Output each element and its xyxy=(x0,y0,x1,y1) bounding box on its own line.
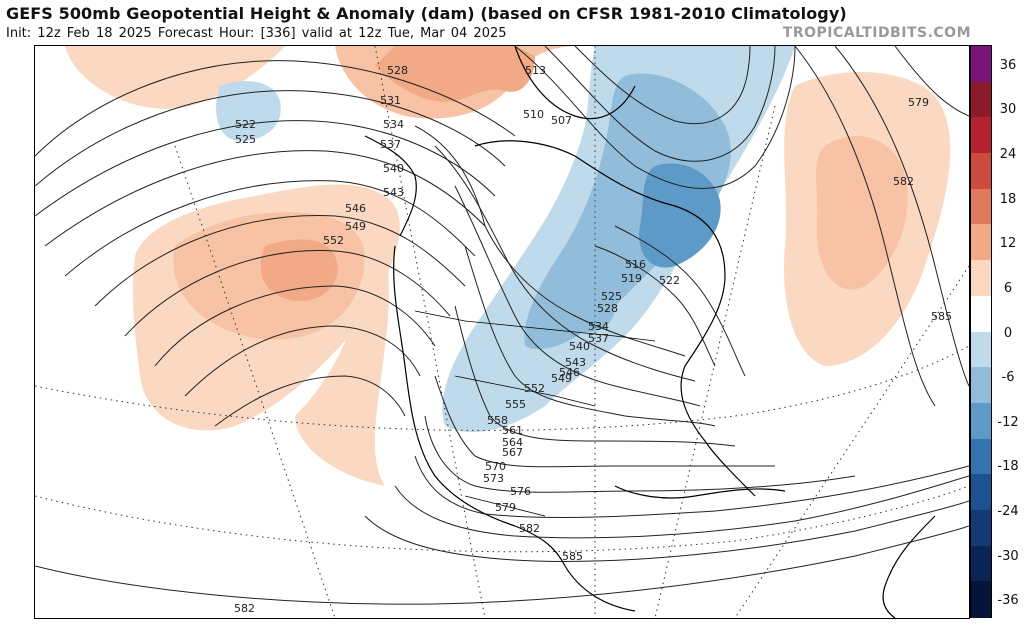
contour-label: 549 xyxy=(551,372,572,385)
contour-label: 522 xyxy=(235,118,256,131)
colorbar-tick-label: 30 xyxy=(999,102,1017,118)
contour-label: 558 xyxy=(487,414,508,427)
map-panel: 528 531 534 537 540 543 546 549 552 522 525 513 510 5… xyxy=(34,45,970,619)
contour-label: 552 xyxy=(524,382,545,395)
colorbar-segment xyxy=(971,188,991,225)
country-borders xyxy=(414,310,656,517)
contour-label: 516 xyxy=(625,258,646,271)
contour-label: 528 xyxy=(387,64,408,77)
contour-label: 576 xyxy=(510,485,531,498)
colorbar-segment xyxy=(971,581,991,618)
colorbar-tick-label: -6 xyxy=(1001,370,1015,386)
colorbar-segment xyxy=(971,402,991,440)
chart-subtitle: Init: 12z Feb 18 2025 Forecast Hour: [33… xyxy=(6,26,507,41)
negative-anomaly-shading xyxy=(216,46,795,433)
contour-label: 582 xyxy=(893,175,914,188)
contour-label: 561 xyxy=(502,424,523,437)
colorbar-tick-label: 12 xyxy=(999,236,1017,252)
contour-label: 537 xyxy=(380,138,401,151)
colorbar-segment xyxy=(971,224,991,261)
contour-label: 519 xyxy=(621,272,642,285)
contour-label: 582 xyxy=(234,602,255,615)
contour-label: 525 xyxy=(601,290,622,303)
contour-label: 543 xyxy=(565,356,586,369)
colorbar-segment xyxy=(971,545,991,582)
contour-label: 570 xyxy=(485,460,506,473)
contour-label: 534 xyxy=(383,118,404,131)
contour-label: 555 xyxy=(505,398,526,411)
colorbar-segment xyxy=(971,331,991,368)
colorbar-segment xyxy=(971,367,991,404)
contour-label: 549 xyxy=(345,220,366,233)
colorbar-segment xyxy=(971,509,991,547)
colorbar-tick-label: -36 xyxy=(997,593,1019,609)
colorbar-segment xyxy=(971,438,991,475)
contour-label: 543 xyxy=(383,186,404,199)
contour-label: 579 xyxy=(908,96,929,109)
contour-label: 525 xyxy=(235,133,256,146)
colorbar-tick-label: -18 xyxy=(997,459,1019,475)
contour-label: 510 xyxy=(523,108,544,121)
contour-label: 540 xyxy=(383,162,404,175)
colorbar-segment xyxy=(971,153,991,190)
colorbar-segment xyxy=(971,260,991,297)
contour-label: 585 xyxy=(562,550,583,563)
colorbar-tick-label: 6 xyxy=(1003,280,1013,296)
contour-label: 552 xyxy=(323,234,344,247)
colorbar-tick-label: -30 xyxy=(997,548,1019,564)
contour-label: 546 xyxy=(559,366,580,379)
contour-label: 540 xyxy=(569,340,590,353)
anomaly-colorbar xyxy=(970,45,992,618)
colorbar-tick-label: -12 xyxy=(997,414,1019,430)
colorbar-tick-label: 0 xyxy=(1003,325,1013,341)
colorbar-segment xyxy=(971,117,991,154)
contour-label: 564 xyxy=(502,436,523,449)
contour-label: 513 xyxy=(525,64,546,77)
colorbar-tick-label: 36 xyxy=(999,57,1017,73)
colorbar-tick-label: 18 xyxy=(999,191,1017,207)
colorbar-segment xyxy=(971,46,991,83)
colorbar-segment xyxy=(971,81,991,118)
graticule xyxy=(35,46,969,618)
contour-label: 522 xyxy=(659,274,680,287)
colorbar-segment xyxy=(971,295,991,332)
contour-label: 537 xyxy=(588,332,609,345)
chart-title: GEFS 500mb Geopotential Height & Anomaly… xyxy=(6,4,847,23)
contour-label: 573 xyxy=(483,472,504,485)
contour-label: 579 xyxy=(495,501,516,514)
colorbar-tick-label: -24 xyxy=(997,503,1019,519)
colorbar-tick-label: 24 xyxy=(999,147,1017,163)
contour-label: 546 xyxy=(345,202,366,215)
height-contours xyxy=(35,46,969,605)
contour-label: 534 xyxy=(588,320,609,333)
contour-label: 528 xyxy=(597,302,618,315)
positive-anomaly-shading xyxy=(65,46,951,486)
colorbar-segment xyxy=(971,474,991,511)
contour-label: 585 xyxy=(931,310,952,323)
contour-label: 531 xyxy=(380,94,401,107)
contour-label: 507 xyxy=(551,114,572,127)
contour-label: 567 xyxy=(502,446,523,459)
site-watermark: TROPICALTIDBITS.COM xyxy=(782,25,971,41)
coastlines xyxy=(364,46,936,618)
contour-label: 582 xyxy=(519,522,540,535)
